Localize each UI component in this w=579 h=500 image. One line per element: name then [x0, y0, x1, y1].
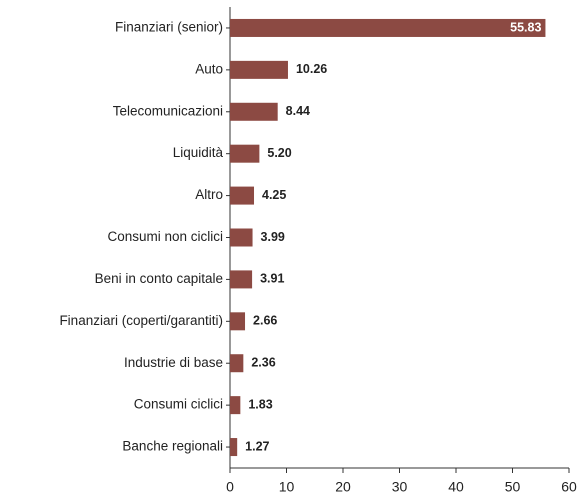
bar: [230, 18, 546, 37]
x-tick-label: 40: [448, 479, 464, 495]
bar: [230, 60, 288, 79]
value-label: 1.83: [248, 397, 272, 411]
value-label: 5.20: [267, 146, 291, 160]
y-tick-label: Telecomunicazioni: [113, 103, 223, 118]
value-label: 2.36: [251, 356, 275, 370]
value-label: 2.66: [253, 314, 277, 328]
x-tick-label: 20: [335, 479, 351, 495]
x-tick-label: 0: [226, 479, 234, 495]
y-tick-label: Auto: [195, 61, 223, 76]
bar: [230, 186, 255, 205]
x-tick-label: 30: [392, 479, 408, 495]
y-tick-label: Liquidità: [173, 145, 224, 160]
y-tick-label: Finanziari (senior): [115, 20, 223, 35]
bar: [230, 228, 253, 247]
y-tick-label: Banche regionali: [122, 439, 223, 454]
value-label: 3.91: [260, 272, 284, 286]
bar: [230, 396, 241, 415]
y-tick-label: Industrie di base: [124, 355, 223, 370]
bar: [230, 312, 246, 331]
bar: [230, 270, 253, 289]
y-tick-label: Beni in conto capitale: [95, 271, 223, 286]
value-label: 10.26: [296, 62, 327, 76]
bar: [230, 438, 238, 457]
y-tick-label: Consumi non ciclici: [107, 229, 223, 244]
value-label: 8.44: [286, 104, 310, 118]
bar: [230, 102, 278, 121]
bar: [230, 144, 260, 163]
x-tick-label: 50: [505, 479, 521, 495]
value-label: 1.27: [245, 439, 269, 453]
x-tick-label: 60: [561, 479, 577, 495]
y-tick-label: Consumi ciclici: [134, 397, 223, 412]
x-tick-label: 10: [279, 479, 295, 495]
value-label: 55.83: [510, 20, 541, 34]
bar: [230, 354, 244, 373]
value-label: 4.25: [262, 188, 286, 202]
y-tick-label: Finanziari (coperti/garantiti): [59, 313, 223, 328]
y-tick-label: Altro: [195, 187, 223, 202]
value-label: 3.99: [261, 230, 285, 244]
